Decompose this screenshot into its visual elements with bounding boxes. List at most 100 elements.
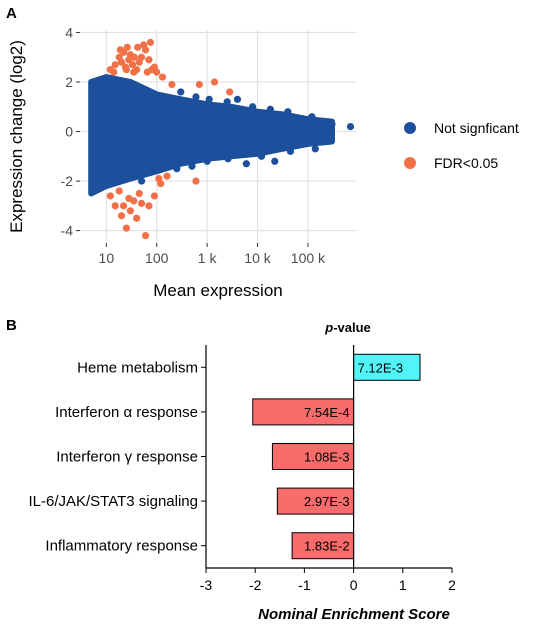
bar-2: [271, 443, 355, 470]
plot-a-axes: -4 -2 0 2 4 10 100 1 k 10 k 100 k: [61, 24, 326, 266]
point-fdr-15: [141, 46, 150, 54]
point-fdr-34: [115, 187, 123, 195]
not-significant-cloud: [88, 74, 335, 197]
point-fdr-22: [116, 46, 124, 54]
point-not-significant-4: [233, 95, 242, 103]
point-not-significant-6: [266, 105, 274, 113]
point-not-significant-7: [284, 108, 292, 116]
y-tick-label-a-1: -2: [61, 173, 74, 189]
category-label-1: Interferon α response: [55, 404, 198, 421]
point-fdr-31: [226, 88, 234, 96]
panel-a-letter: A: [6, 5, 17, 22]
category-label-3: IL-6/JAK/STAT3 signaling: [28, 493, 198, 510]
y-tick-label-a-3: 2: [65, 74, 73, 90]
point-fdr-18: [146, 38, 155, 46]
point-fdr-33: [111, 202, 119, 210]
point-not-significant-2: [205, 95, 213, 103]
point-fdr-24: [130, 68, 138, 76]
point-not-significant-12: [188, 162, 196, 170]
not-significant-density: [88, 74, 335, 197]
y-tick-label-a-4: 4: [65, 24, 73, 40]
legend-label-fdr: FDR<0.05: [434, 155, 498, 171]
point-not-significant-9: [328, 120, 336, 128]
p-value-column-title: p-value: [324, 320, 371, 335]
point-fdr-42: [137, 199, 146, 207]
point-fdr-10: [130, 53, 138, 61]
point-fdr-49: [155, 175, 163, 183]
point-not-significant-14: [224, 155, 232, 163]
point-not-significant-1: [192, 93, 200, 101]
panel-b-bar-chart: p-value 7.12E-3 Heme metabolism 7.54E-4 Int…: [28, 320, 456, 623]
category-label-0: Heme metabolism: [77, 359, 198, 376]
point-fdr-28: [168, 80, 176, 89]
p-value-title-rest: -value: [333, 320, 371, 335]
point-fdr-36: [120, 202, 128, 210]
point-not-significant-13: [203, 157, 211, 165]
point-fdr-3: [117, 58, 126, 66]
panel-b-letter: B: [6, 317, 17, 334]
x-tick-label-b-5: 2: [448, 577, 456, 593]
point-fdr-26: [153, 68, 161, 76]
point-fdr-1: [111, 61, 119, 69]
x-axis-title-a: Mean expression: [153, 281, 282, 300]
point-fdr-44: [135, 189, 143, 198]
bar-pvalue-label-3: 2.97E-3: [304, 494, 350, 509]
p-value-title-italic: p: [324, 320, 333, 335]
point-not-significant-16: [257, 152, 266, 160]
point-fdr-23: [122, 66, 131, 74]
bar-pvalue-label-2: 1.08E-3: [304, 450, 350, 465]
x-tick-label-b-3: 0: [350, 577, 358, 593]
plot-b-axes: -3 -2 -1 0 1 2: [200, 345, 456, 593]
bar-pvalue-label-4: 1.83E-2: [304, 539, 350, 554]
enrichment-bars: 7.12E-3 Heme metabolism 7.54E-4 Interferon …: [28, 353, 421, 560]
bar-3: [276, 487, 355, 515]
point-fdr-25: [134, 43, 142, 51]
point-not-significant-18: [286, 147, 295, 155]
point-not-significant-8: [308, 113, 316, 121]
x-tick-label-b-2: -1: [298, 577, 311, 593]
point-fdr-45: [145, 202, 153, 210]
point-not-significant-3: [223, 98, 231, 106]
point-fdr-40: [130, 197, 138, 205]
bar-pvalue-label-0: 7.12E-3: [358, 360, 404, 375]
x-tick-label-a-4: 100 k: [291, 250, 326, 266]
legend-a: Not signficant FDR<0.05: [404, 120, 519, 171]
point-fdr-41: [133, 214, 141, 222]
point-fdr-50: [192, 177, 200, 185]
point-fdr-6: [123, 43, 131, 51]
y-tick-label-a-2: 0: [65, 124, 73, 140]
x-tick-label-b-4: 1: [399, 577, 407, 593]
legend-marker-not-significant: [404, 122, 416, 134]
x-tick-label-a-0: 10: [99, 250, 115, 266]
y-tick-label-a-0: -4: [61, 223, 74, 239]
point-fdr-9: [128, 61, 137, 69]
point-fdr-30: [210, 78, 219, 86]
category-label-4: Inflammatory response: [45, 538, 198, 555]
x-tick-label-b-1: -2: [249, 577, 262, 593]
point-not-significant-11: [173, 165, 181, 173]
point-fdr-35: [117, 212, 126, 220]
point-not-significant-15: [242, 160, 250, 168]
point-not-significant-0: [177, 88, 185, 96]
bar-4: [291, 532, 355, 560]
panel-a-scatter-plot: -4 -2 0 2 4 10 100 1 k 10 k 100 k Mean expression…: [7, 24, 519, 300]
point-fdr-32: [106, 192, 114, 200]
point-fdr-43: [141, 231, 150, 240]
legend-marker-fdr: [404, 157, 416, 169]
bar-1: [252, 398, 355, 426]
point-not-significant-5: [249, 103, 257, 111]
point-fdr-46: [150, 192, 159, 200]
point-not-significant-17: [271, 157, 279, 165]
point-fdr-27: [158, 73, 167, 81]
x-tick-label-a-3: 10 k: [244, 250, 271, 266]
x-tick-label-a-2: 1 k: [198, 250, 218, 266]
point-fdr-29: [195, 80, 203, 89]
point-fdr-13: [137, 53, 146, 61]
point-not-significant-10: [346, 122, 355, 131]
point-fdr-48: [163, 172, 171, 180]
scatter-points: [106, 38, 355, 240]
x-tick-label-a-1: 100: [145, 250, 169, 266]
point-fdr-21: [110, 68, 118, 76]
point-not-significant-19: [311, 145, 319, 153]
